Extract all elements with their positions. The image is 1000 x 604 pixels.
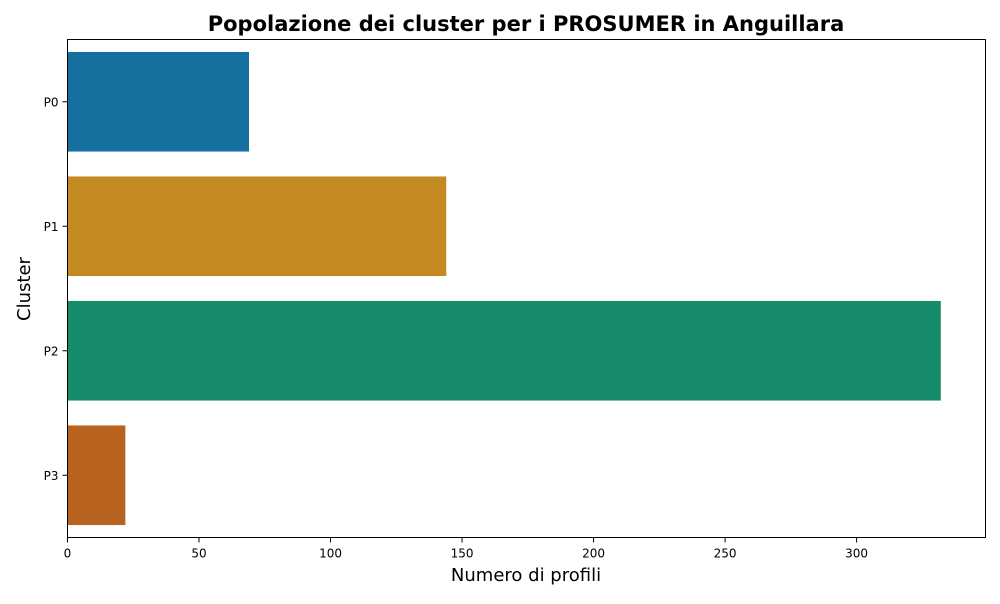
x-tick-label: 0 — [64, 547, 72, 561]
x-tick-label: 250 — [714, 547, 737, 561]
plot-frame — [67, 39, 986, 538]
y-tick-label: P2 — [44, 344, 59, 358]
x-axis: 0 50 100 150 200 250 300 — [64, 537, 868, 561]
y-tick-label: P3 — [44, 469, 59, 483]
y-tick-label: P0 — [44, 95, 59, 109]
bar-p1 — [67, 176, 447, 277]
x-axis-label: Numero di profili — [451, 565, 601, 586]
x-tick-label: 50 — [191, 547, 206, 561]
bar-p0 — [67, 51, 249, 152]
chart-title: Popolazione dei cluster per i PROSUMER i… — [208, 12, 845, 36]
x-tick-label: 150 — [451, 547, 474, 561]
bars-layer — [67, 51, 941, 526]
bar-p3 — [67, 425, 126, 526]
x-tick-label: 100 — [319, 547, 342, 561]
x-tick-label: 300 — [845, 547, 868, 561]
y-tick-label: P1 — [44, 220, 59, 234]
y-axis: P0 P1 P2 P3 — [44, 95, 68, 483]
y-axis-label: Cluster — [14, 256, 35, 320]
x-tick-label: 200 — [582, 547, 605, 561]
bar-p2 — [67, 300, 941, 401]
